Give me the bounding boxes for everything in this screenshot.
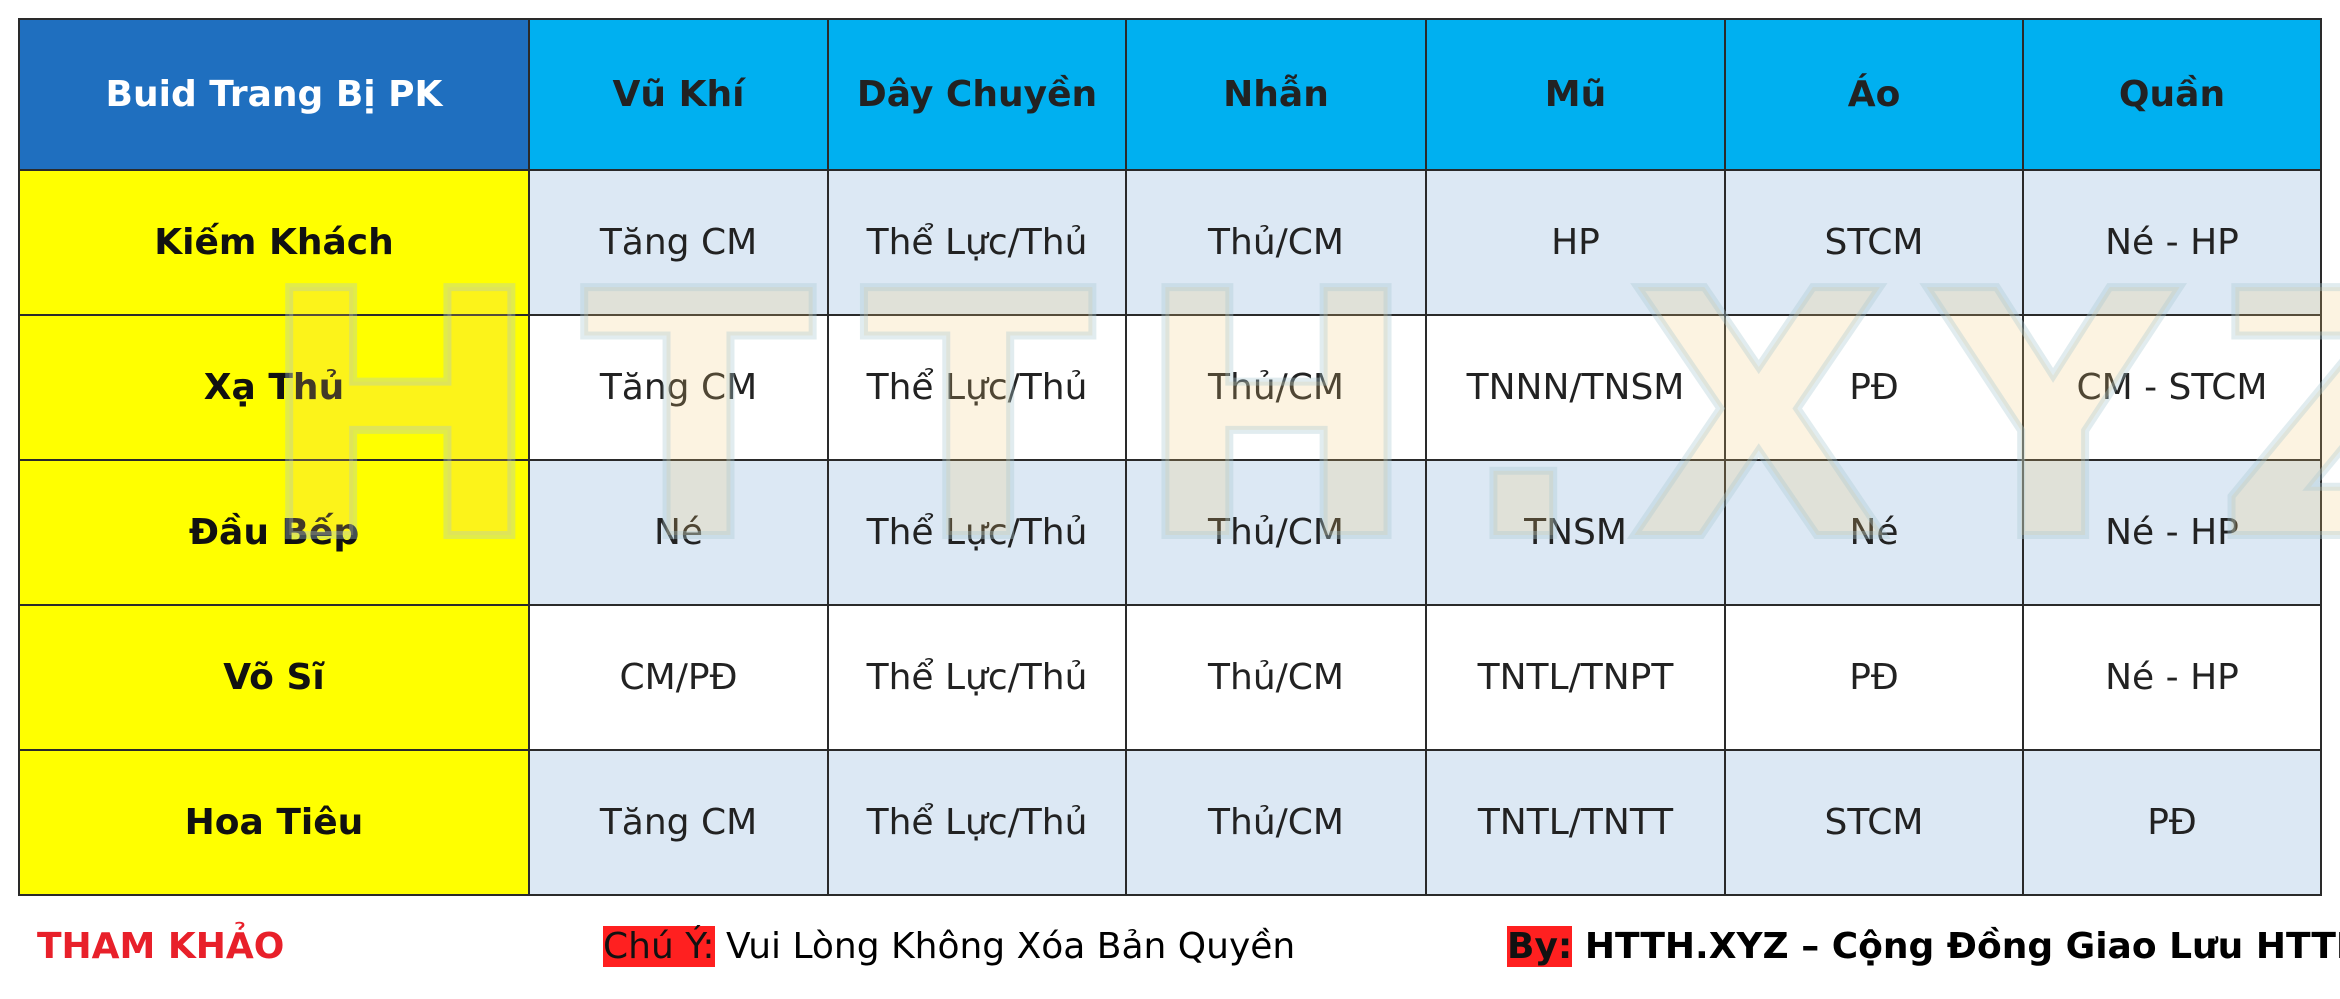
table-cell: Né bbox=[528, 459, 829, 606]
credit: By: HTTH.XYZ – Cộng Đồng Giao Lưu HTTH bbox=[1507, 926, 2340, 967]
table-cell: Thủ/CM bbox=[1125, 459, 1427, 606]
row-label: Kiếm Khách bbox=[18, 169, 530, 316]
table-row: Hoa Tiêu Tăng CM Thể Lực/Thủ Thủ/CM TNTL/TNT… bbox=[18, 749, 2322, 896]
equipment-table: Buid Trang Bị PK Vũ Khí Dây Chuyền Nhẫn Mũ Áo… bbox=[18, 18, 2322, 896]
table-area: Buid Trang Bị PK Vũ Khí Dây Chuyền Nhẫn Mũ Áo… bbox=[18, 18, 2340, 896]
table-cell: PĐ bbox=[1724, 604, 2024, 751]
table-cell: CM - STCM bbox=[2022, 314, 2322, 461]
row-label: Hoa Tiêu bbox=[18, 749, 530, 896]
table-cell: Thủ/CM bbox=[1125, 604, 1427, 751]
table-cell: Né - HP bbox=[2022, 604, 2322, 751]
header-cell: Mũ bbox=[1425, 18, 1726, 171]
table-cell: STCM bbox=[1724, 749, 2024, 896]
by-text: HTTH.XYZ – Cộng Đồng Giao Lưu HTTH bbox=[1584, 926, 2340, 967]
row-label: Đầu Bếp bbox=[18, 459, 530, 606]
note-text: Vui Lòng Không Xóa Bản Quyền bbox=[726, 926, 1296, 967]
table-cell: PĐ bbox=[2022, 749, 2322, 896]
table-cell: Né bbox=[1724, 459, 2024, 606]
table-cell: Thể Lực/Thủ bbox=[827, 749, 1127, 896]
header-cell: Quần bbox=[2022, 18, 2322, 171]
header-cell: Nhẫn bbox=[1125, 18, 1427, 171]
table-cell: TNSM bbox=[1425, 459, 1726, 606]
table-cell: STCM bbox=[1724, 169, 2024, 316]
table-row: Kiếm Khách Tăng CM Thể Lực/Thủ Thủ/CM HP STCM… bbox=[18, 169, 2322, 316]
row-label: Võ Sĩ bbox=[18, 604, 530, 751]
table-cell: Né - HP bbox=[2022, 169, 2322, 316]
table-cell: Tăng CM bbox=[528, 314, 829, 461]
table-cell: PĐ bbox=[1724, 314, 2024, 461]
table-cell: Thể Lực/Thủ bbox=[827, 459, 1127, 606]
header-row: Buid Trang Bị PK Vũ Khí Dây Chuyền Nhẫn Mũ Áo… bbox=[18, 18, 2322, 171]
note-label: Chú Ý: bbox=[603, 926, 715, 967]
header-cell: Buid Trang Bị PK bbox=[18, 18, 530, 171]
table-row: Xạ Thủ Tăng CM Thể Lực/Thủ Thủ/CM TNNN/TNSM P… bbox=[18, 314, 2322, 461]
table-cell: TNNN/TNSM bbox=[1425, 314, 1726, 461]
table-cell: Thể Lực/Thủ bbox=[827, 604, 1127, 751]
table-cell: Thể Lực/Thủ bbox=[827, 169, 1127, 316]
by-label: By: bbox=[1507, 926, 1573, 967]
header-cell: Vũ Khí bbox=[528, 18, 829, 171]
table-cell: Thủ/CM bbox=[1125, 749, 1427, 896]
table-cell: TNTL/TNPT bbox=[1425, 604, 1726, 751]
table-cell: HP bbox=[1425, 169, 1726, 316]
table-cell: TNTL/TNTT bbox=[1425, 749, 1726, 896]
table-cell: Thủ/CM bbox=[1125, 314, 1427, 461]
reference-label: THAM KHẢO bbox=[37, 926, 285, 967]
header-cell: Dây Chuyền bbox=[827, 18, 1127, 171]
note: Chú Ý: Vui Lòng Không Xóa Bản Quyền bbox=[603, 926, 1295, 967]
table-cell: Thủ/CM bbox=[1125, 169, 1427, 316]
header-cell: Áo bbox=[1724, 18, 2024, 171]
table-row: Đầu Bếp Né Thể Lực/Thủ Thủ/CM TNSM Né Né - HP bbox=[18, 459, 2322, 606]
table-cell: Né - HP bbox=[2022, 459, 2322, 606]
table-cell: Tăng CM bbox=[528, 169, 829, 316]
table-cell: CM/PĐ bbox=[528, 604, 829, 751]
table-cell: Tăng CM bbox=[528, 749, 829, 896]
row-label: Xạ Thủ bbox=[18, 314, 530, 461]
table-row: Võ Sĩ CM/PĐ Thể Lực/Thủ Thủ/CM TNTL/TNPT PĐ Né… bbox=[18, 604, 2322, 751]
table-cell: Thể Lực/Thủ bbox=[827, 314, 1127, 461]
